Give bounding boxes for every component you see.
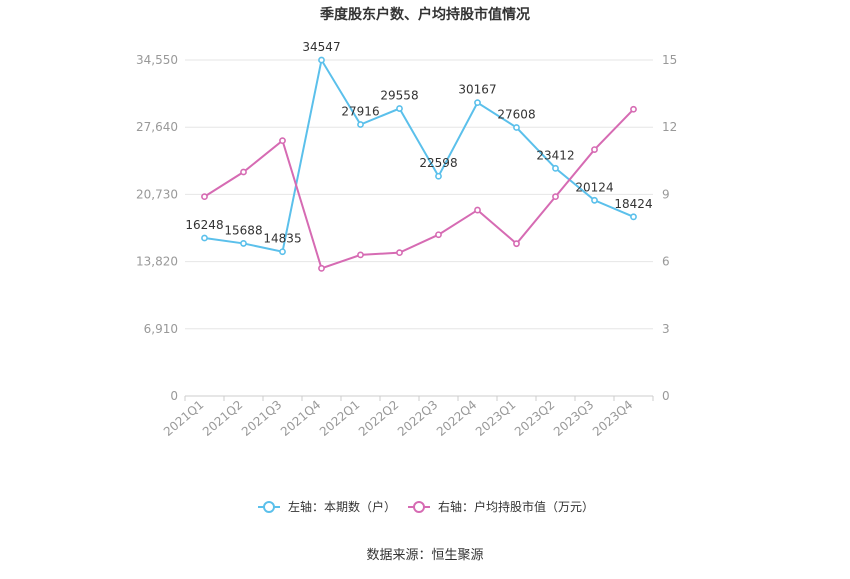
x-tick-label: 2022Q2 bbox=[356, 398, 401, 439]
data-label: 20124 bbox=[575, 180, 613, 194]
data-label: 22598 bbox=[419, 156, 457, 170]
data-point-left bbox=[396, 105, 403, 112]
data-label: 16248 bbox=[185, 218, 223, 232]
x-tick-label: 2021Q4 bbox=[278, 398, 323, 439]
x-tick-label: 2022Q1 bbox=[317, 398, 362, 439]
y-right-tick-label: 3 bbox=[662, 322, 670, 336]
data-point-right bbox=[474, 206, 481, 214]
x-tick-label: 2021Q2 bbox=[200, 398, 245, 439]
data-point-right bbox=[396, 249, 403, 257]
x-tick-label: 2022Q3 bbox=[395, 398, 440, 439]
x-tick-label: 2023Q4 bbox=[590, 398, 635, 439]
data-point-right bbox=[513, 240, 520, 248]
data-label: 27916 bbox=[341, 105, 379, 119]
y-left-tick-label: 27,640 bbox=[136, 120, 178, 134]
data-point-right bbox=[201, 193, 208, 201]
y-right-tick-label: 12 bbox=[662, 120, 677, 134]
data-point-left bbox=[201, 234, 208, 242]
data-label: 34547 bbox=[302, 40, 340, 54]
data-label: 23412 bbox=[536, 148, 574, 162]
data-point-left bbox=[552, 164, 559, 172]
data-point-right bbox=[630, 105, 637, 113]
data-point-left bbox=[513, 124, 520, 131]
data-point-left bbox=[474, 99, 481, 107]
data-point-right bbox=[357, 251, 364, 259]
legend-item-left[interactable]: 左轴：本期数（户） bbox=[258, 499, 396, 514]
y-left-tick-label: 6,910 bbox=[144, 322, 178, 336]
y-right-tick-label: 9 bbox=[662, 187, 670, 201]
data-label: 27608 bbox=[497, 108, 535, 122]
x-tick-label: 2023Q2 bbox=[512, 398, 557, 439]
series bbox=[201, 56, 637, 272]
y-left-tick-label: 0 bbox=[170, 389, 178, 403]
y-left-tick-label: 20,730 bbox=[136, 187, 178, 201]
data-point-right bbox=[240, 168, 247, 176]
data-label: 14835 bbox=[263, 232, 301, 246]
chart-title: 季度股东户数、户均持股市值情况 bbox=[319, 6, 530, 23]
y-left-tick-label: 13,820 bbox=[136, 255, 178, 269]
y-left-tick-label: 34,550 bbox=[136, 53, 178, 67]
data-point-left bbox=[318, 56, 325, 64]
data-point-left bbox=[591, 196, 598, 204]
data-point-right bbox=[318, 264, 325, 272]
data-source: 数据来源：恒生聚源 bbox=[366, 548, 483, 563]
data-point-right bbox=[591, 146, 598, 153]
series-line-left bbox=[204, 57, 634, 253]
x-tick-label: 2021Q3 bbox=[239, 398, 284, 439]
legend-label-left: 左轴：本期数（户） bbox=[288, 499, 396, 514]
data-point-left bbox=[435, 172, 442, 180]
y-right-tick-label: 15 bbox=[662, 53, 677, 67]
data-point-left bbox=[630, 213, 637, 221]
data-label: 15688 bbox=[224, 223, 262, 237]
data-point-left bbox=[240, 240, 247, 247]
y-right-tick-label: 6 bbox=[662, 255, 670, 269]
x-tick-label: 2023Q3 bbox=[551, 398, 596, 439]
legend[interactable]: 左轴：本期数（户） 右轴：户均持股市值（万元） bbox=[258, 499, 594, 514]
legend-item-right[interactable]: 右轴：户均持股市值（万元） bbox=[408, 499, 594, 514]
legend-label-right: 右轴：户均持股市值（万元） bbox=[438, 499, 594, 514]
data-label: 29558 bbox=[380, 89, 418, 103]
x-tick-label: 2022Q4 bbox=[434, 398, 479, 439]
data-point-left bbox=[279, 248, 286, 256]
data-label: 18424 bbox=[614, 197, 652, 211]
data-point-right bbox=[279, 137, 286, 145]
data-point-right bbox=[435, 231, 442, 239]
data-point-left bbox=[357, 121, 364, 128]
x-tick-label: 2023Q1 bbox=[473, 398, 518, 439]
data-point-right bbox=[552, 193, 559, 201]
y-right-tick-label: 0 bbox=[662, 389, 670, 403]
data-label: 30167 bbox=[458, 83, 496, 97]
axes: 0 0 6,910 3 13,820 6 20,730 9 27,640 12 34,550 15 20… bbox=[136, 53, 677, 439]
x-tick-label: 2021Q1 bbox=[161, 398, 206, 439]
series-line-right bbox=[203, 108, 635, 270]
